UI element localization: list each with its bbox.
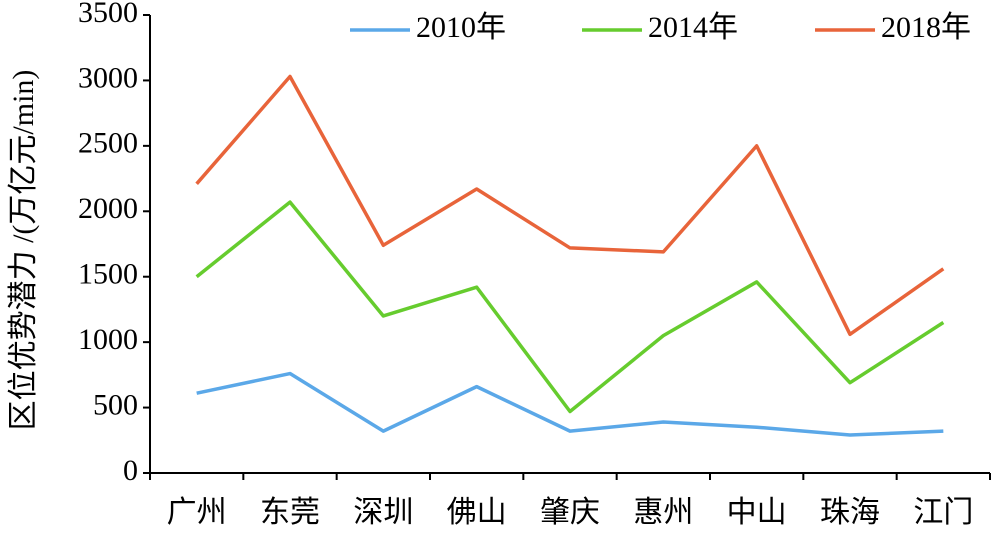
line [195, 74, 945, 337]
x-tick-label: 江门 [913, 496, 973, 529]
legend-label: 2018年 [881, 11, 971, 44]
x-tick-label: 肇庆 [540, 496, 600, 529]
y-tick-label: 500 [93, 388, 138, 421]
x-tick-label: 中山 [727, 496, 787, 529]
x-tick-label: 广州 [167, 496, 227, 529]
legend-label: 2010年 [416, 11, 506, 44]
x-tick-label: 珠海 [820, 496, 880, 529]
x-tick-label: 东莞 [260, 496, 320, 529]
x-tick-label: 深圳 [353, 496, 413, 529]
y-axis-label: 区位优势潜力 /(万亿元/min) [7, 70, 40, 431]
x-tick-label: 惠州 [633, 496, 693, 529]
y-tick-label: 0 [123, 454, 138, 487]
y-tick-label: 3500 [78, 0, 138, 29]
y-tick-label: 2500 [78, 127, 138, 160]
legend-label: 2014年 [648, 11, 738, 44]
line [195, 200, 945, 414]
x-tick-label: 佛山 [447, 496, 507, 529]
y-tick-label: 1500 [78, 258, 138, 291]
y-tick-label: 2000 [78, 192, 138, 225]
y-tick-label: 3000 [78, 61, 138, 94]
line [196, 371, 944, 437]
y-tick-label: 1000 [78, 323, 138, 356]
